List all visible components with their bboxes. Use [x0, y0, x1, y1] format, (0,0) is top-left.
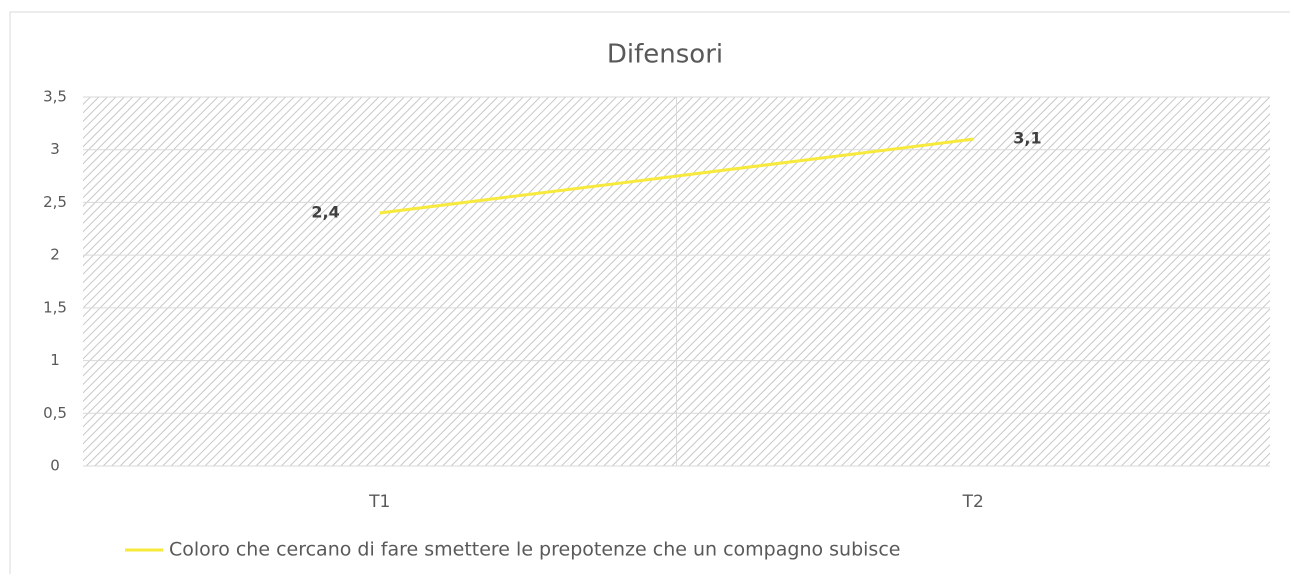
y-tick-label: 2: [50, 246, 60, 264]
y-tick-label: 2,5: [43, 193, 67, 211]
y-tick-label: 3: [50, 140, 60, 158]
data-label: 3,1: [1013, 129, 1041, 148]
chart-title: Difensori: [607, 40, 723, 70]
y-tick-label: 1: [50, 351, 60, 369]
y-tick-label: 0,5: [43, 404, 67, 422]
x-tick-label: T2: [962, 492, 984, 512]
x-tick-label: T1: [368, 492, 390, 512]
series-line: [379, 137, 974, 215]
y-tick-label: 1,5: [43, 298, 67, 316]
y-tick-label: 3,5: [43, 88, 67, 106]
y-tick-label: 0: [50, 457, 60, 475]
legend-label: Coloro che cercano di fare smettere le p…: [169, 539, 900, 561]
data-label: 2,4: [311, 202, 339, 221]
